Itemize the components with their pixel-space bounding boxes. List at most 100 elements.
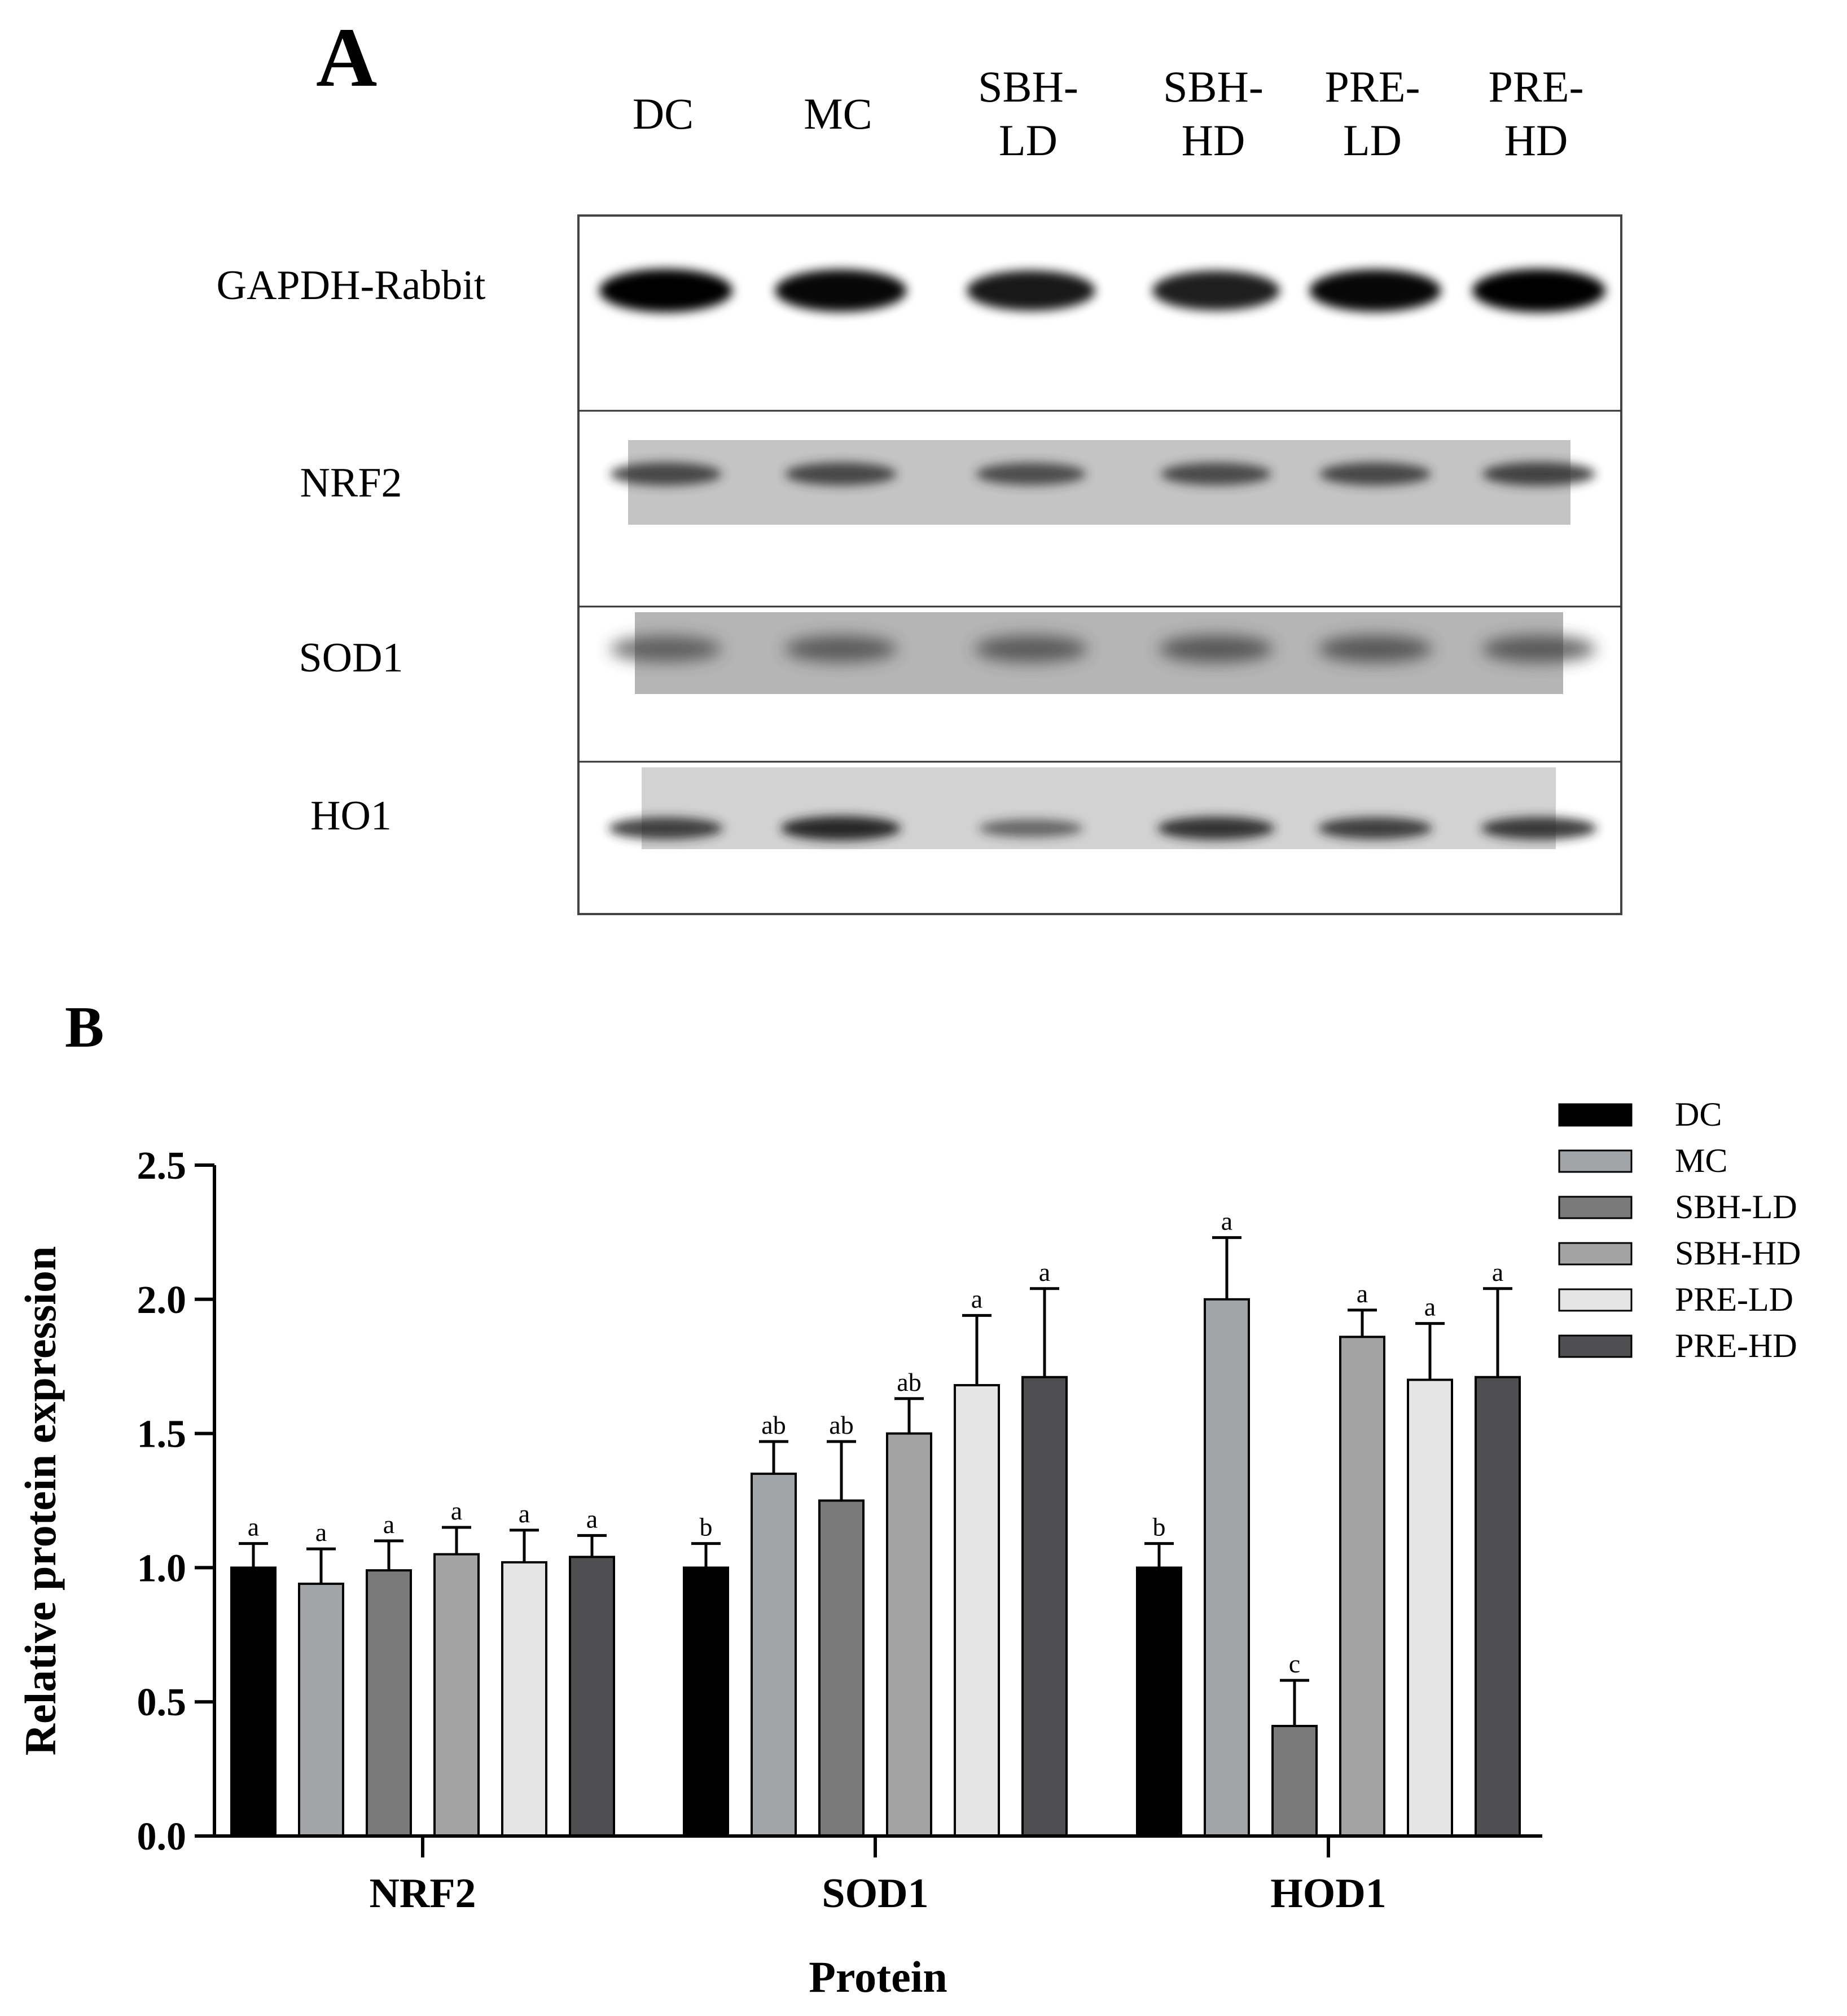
ho1-membrane xyxy=(642,767,1556,849)
legend-label: SBH-LD xyxy=(1675,1188,1797,1226)
blot-bands xyxy=(599,269,1606,841)
y-axis-title: Relative protein expression xyxy=(16,1246,65,1756)
significance-label: ab xyxy=(761,1411,786,1439)
nrf2-membrane xyxy=(628,440,1570,525)
blot-band xyxy=(784,635,897,662)
legend-label: SBH-HD xyxy=(1675,1235,1801,1272)
y-tick-label: 0.5 xyxy=(137,1681,187,1724)
bar xyxy=(230,1566,277,1837)
y-tick-label: 1.5 xyxy=(137,1413,187,1456)
significance-label: a xyxy=(519,1499,530,1528)
bar xyxy=(1136,1566,1182,1837)
bar xyxy=(1204,1298,1250,1838)
x-ticks: NRF2 SOD1 HOD1 xyxy=(369,1836,1387,1917)
bar xyxy=(1407,1378,1453,1837)
bar xyxy=(954,1383,1000,1837)
lane-label-line2: HD xyxy=(1182,116,1245,165)
bar xyxy=(1021,1376,1068,1838)
blot-name: SOD1 xyxy=(299,635,403,681)
significance-label: a xyxy=(971,1284,982,1313)
legend: DC MC SBH-LD SBH-HD PRE-LD PRE-HD xyxy=(1558,1096,1801,1364)
blot-band xyxy=(775,269,907,312)
blot-band xyxy=(1319,462,1431,486)
lane-labels: DC MC SBH- LD SBH- HD PRE- LD PRE- HD xyxy=(633,62,1584,165)
legend-label: DC xyxy=(1675,1096,1722,1133)
blot-band xyxy=(1472,269,1606,313)
blot-band xyxy=(1159,635,1274,663)
blot-name: NRF2 xyxy=(300,460,402,506)
blot-band xyxy=(1309,269,1441,312)
lane-label: MC xyxy=(804,89,872,138)
bar xyxy=(501,1561,547,1837)
blot-band xyxy=(1318,817,1433,840)
blot-band xyxy=(608,817,723,840)
significance-label: ab xyxy=(897,1368,921,1396)
significance-label: a xyxy=(451,1496,462,1525)
y-tick-label: 0.0 xyxy=(137,1815,187,1859)
blot-band xyxy=(1157,816,1275,840)
blot-band xyxy=(1318,635,1433,663)
significance-label: ab xyxy=(829,1411,853,1439)
bar xyxy=(298,1582,344,1838)
panel-b-label: B xyxy=(65,995,104,1060)
error-bars xyxy=(239,1236,1512,1727)
y-tick-label: 1.0 xyxy=(137,1547,187,1590)
legend-swatch xyxy=(1558,1288,1633,1312)
blot-band xyxy=(976,463,1086,485)
panel-a: A DC MC SBH- LD SBH- HD PRE- LD PRE- HD GAPDH-Rab… xyxy=(217,11,1622,915)
legend-label: MC xyxy=(1675,1142,1727,1179)
legend-swatch xyxy=(1558,1103,1633,1127)
lane-label-line2: LD xyxy=(999,116,1058,165)
legend-swatch xyxy=(1558,1242,1633,1266)
lane-label-line2: HD xyxy=(1504,116,1568,165)
blot-band xyxy=(974,635,1088,662)
bar xyxy=(886,1432,932,1838)
blot-band xyxy=(599,269,733,313)
lane-label: DC xyxy=(633,89,694,138)
significance-label: a xyxy=(1492,1258,1503,1286)
x-tick-label: SOD1 xyxy=(822,1870,928,1917)
blot-band xyxy=(1481,817,1597,840)
significance-label: a xyxy=(315,1518,327,1547)
significance-label: a xyxy=(586,1504,598,1533)
significance-label: c xyxy=(1289,1649,1300,1678)
blot-band xyxy=(610,636,722,662)
blot-name: HO1 xyxy=(310,793,392,839)
bars xyxy=(230,1298,1521,1838)
significance-label: a xyxy=(1424,1293,1436,1321)
blot-names: GAPDH-Rabbit NRF2 SOD1 HO1 xyxy=(217,262,486,839)
panel-a-label: A xyxy=(316,11,377,104)
blot-band xyxy=(967,270,1095,311)
y-tick-label: 2.5 xyxy=(137,1144,187,1188)
bar xyxy=(751,1472,797,1837)
bar xyxy=(1475,1376,1521,1838)
x-tick-label: HOD1 xyxy=(1270,1870,1387,1917)
significance-label: a xyxy=(1221,1206,1232,1235)
significance-label: b xyxy=(700,1513,713,1541)
blot-name: GAPDH-Rabbit xyxy=(217,262,486,309)
legend-swatch xyxy=(1558,1149,1633,1173)
y-ticks: 0.0 0.5 1.0 1.5 2.0 2.5 xyxy=(137,1144,214,1859)
blot-band xyxy=(610,462,722,486)
lane-label-line2: LD xyxy=(1343,116,1402,165)
bar xyxy=(1271,1725,1318,1837)
significance-label: a xyxy=(248,1513,259,1541)
legend-label: PRE-HD xyxy=(1675,1327,1797,1364)
lane-label-line1: SBH- xyxy=(978,62,1078,111)
x-tick-label: NRF2 xyxy=(369,1870,476,1917)
bar xyxy=(366,1569,412,1837)
significance-label: b xyxy=(1153,1513,1166,1541)
significance-label: a xyxy=(1039,1258,1050,1286)
lane-label-line1: PRE- xyxy=(1488,62,1583,111)
axes xyxy=(213,1165,1542,1838)
bar xyxy=(683,1566,729,1837)
bar xyxy=(433,1553,480,1838)
significance-label: a xyxy=(383,1510,394,1539)
blot-band xyxy=(1482,462,1595,486)
x-axis-title: Protein xyxy=(809,1952,947,2001)
significance-label: a xyxy=(1357,1279,1368,1308)
blot-band xyxy=(1152,270,1280,311)
